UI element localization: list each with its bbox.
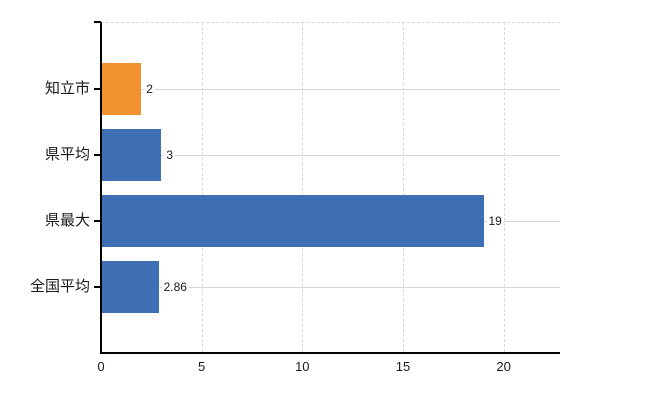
gridline-horizontal xyxy=(101,155,560,156)
category-tick xyxy=(94,286,101,288)
category-label: 知立市 xyxy=(44,80,90,97)
category-tick xyxy=(94,88,101,90)
category-label: 県平均 xyxy=(44,146,90,163)
bar-3 xyxy=(101,195,484,247)
bar-value-label: 2 xyxy=(144,82,155,96)
bar-2 xyxy=(101,129,162,181)
gridline-vertical xyxy=(302,22,304,352)
bar-4 xyxy=(101,261,159,313)
gridline-top xyxy=(101,22,560,23)
category-tick xyxy=(94,154,101,156)
x-axis-tick-label: 15 xyxy=(395,359,411,374)
gridline-vertical xyxy=(201,22,203,352)
x-axis-tick-label: 0 xyxy=(97,359,105,374)
category-label: 県最大 xyxy=(44,212,90,229)
gridline-horizontal xyxy=(101,89,560,90)
category-label: 全国平均 xyxy=(29,278,90,295)
gridline-horizontal xyxy=(101,287,560,288)
bar-value-label: 3 xyxy=(164,148,176,162)
y-axis-top-tick xyxy=(94,21,101,23)
gridline-vertical xyxy=(402,22,404,352)
gridline-vertical xyxy=(503,22,505,352)
bar-value-label: 19 xyxy=(486,214,504,228)
x-axis-line xyxy=(100,352,560,354)
plot-area: 2 3 19 2.86 xyxy=(101,22,560,352)
x-axis-tick-label: 5 xyxy=(198,359,206,374)
y-axis-line xyxy=(100,22,102,353)
category-tick xyxy=(94,220,101,222)
x-axis-tick-label: 10 xyxy=(295,359,310,374)
x-axis-tick-label: 20 xyxy=(496,359,511,374)
bar-value-label: 2.86 xyxy=(161,280,189,294)
bar-1 xyxy=(101,63,142,115)
